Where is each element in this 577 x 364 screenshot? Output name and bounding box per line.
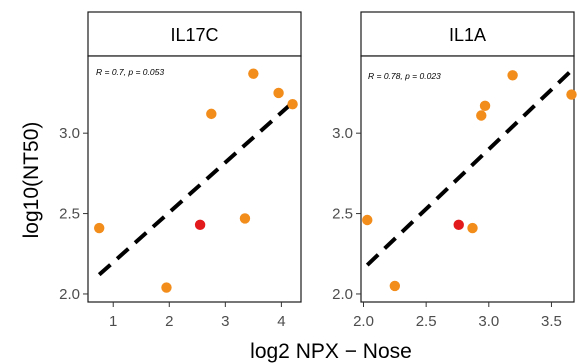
panel-1-plot-box xyxy=(87,55,302,303)
panel-1-y-tick-label: 2.0 xyxy=(59,286,80,303)
panel-2-plot-box xyxy=(360,55,575,303)
panel-1-annotation: R = 0.7, p = 0.053 xyxy=(96,67,164,77)
panel-2-data-point xyxy=(507,70,518,81)
panel-1-x-tick-label: 3 xyxy=(221,313,229,330)
panel-1-strip-label: IL17C xyxy=(170,25,218,45)
panel-2-x-tick-label: 3.0 xyxy=(478,313,499,330)
panel-1-x-tick-label: 2 xyxy=(165,313,173,330)
panel-2-y-tick-label: 2.0 xyxy=(332,286,353,303)
panel-2-annotation: R = 0.78, p = 0.023 xyxy=(368,71,441,81)
panel-2-data-point xyxy=(479,100,491,112)
panel-1-y-tick-label: 3.0 xyxy=(59,125,80,142)
panel-2-marks: 2.0 2.5 3.0 2.0 2.5 3.0 3.5 xyxy=(332,69,577,330)
panel-2-data-point xyxy=(362,214,373,226)
panel-2-data-point xyxy=(476,110,487,121)
panel-1-strip-box xyxy=(87,11,302,57)
panel-1-regression-line xyxy=(97,101,294,277)
panel-1-highlight-point xyxy=(194,219,206,231)
panel-2-y-tick-label: 3.0 xyxy=(332,125,353,142)
panel-2-strip-label: IL1A xyxy=(449,25,486,45)
y-axis-title: log10(NT50) xyxy=(20,122,43,239)
panel-2-highlight-point xyxy=(453,219,464,231)
panel-1-data-point xyxy=(239,213,251,224)
panel-2-data-point xyxy=(389,280,401,292)
panel-1-x-tick-label: 4 xyxy=(277,313,285,330)
panel-1-data-point xyxy=(94,222,105,234)
panel-1-marks: 2.0 2.5 3.0 1 2 3 4 xyxy=(59,68,298,330)
panel-2-x-tick-label: 2.0 xyxy=(353,313,374,330)
panel-1-x-tick-label: 1 xyxy=(109,313,117,330)
panel-2-y-tick-label: 2.5 xyxy=(332,206,353,223)
panel-2-x-tick-label: 2.5 xyxy=(416,313,437,330)
panel-1-data-point xyxy=(287,99,298,110)
x-axis-title: log2 NPX − Nose xyxy=(250,340,412,363)
panel-2-x-tick-label: 3.5 xyxy=(541,313,562,330)
panel-1-data-point xyxy=(206,108,217,120)
panel-1-data-point xyxy=(161,282,172,293)
panel-1-data-point xyxy=(273,87,284,99)
panel-2-data-point xyxy=(467,222,478,234)
panel-2-data-point xyxy=(566,89,577,100)
panel-1-y-tick-label: 2.5 xyxy=(59,206,80,223)
panel-2-strip-box xyxy=(360,11,575,57)
panel-1-data-point xyxy=(248,68,259,79)
